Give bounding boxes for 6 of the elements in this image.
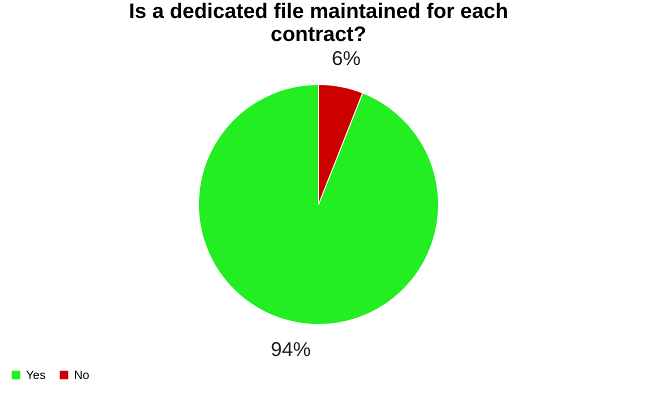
legend-label: No (74, 368, 90, 382)
data-label: 94% (270, 338, 311, 361)
legend-label: Yes (26, 368, 46, 382)
pie-slice (198, 84, 439, 325)
chart-title: Is a dedicated file maintained for each contract? (128, 0, 508, 46)
data-label: 6% (332, 48, 361, 70)
